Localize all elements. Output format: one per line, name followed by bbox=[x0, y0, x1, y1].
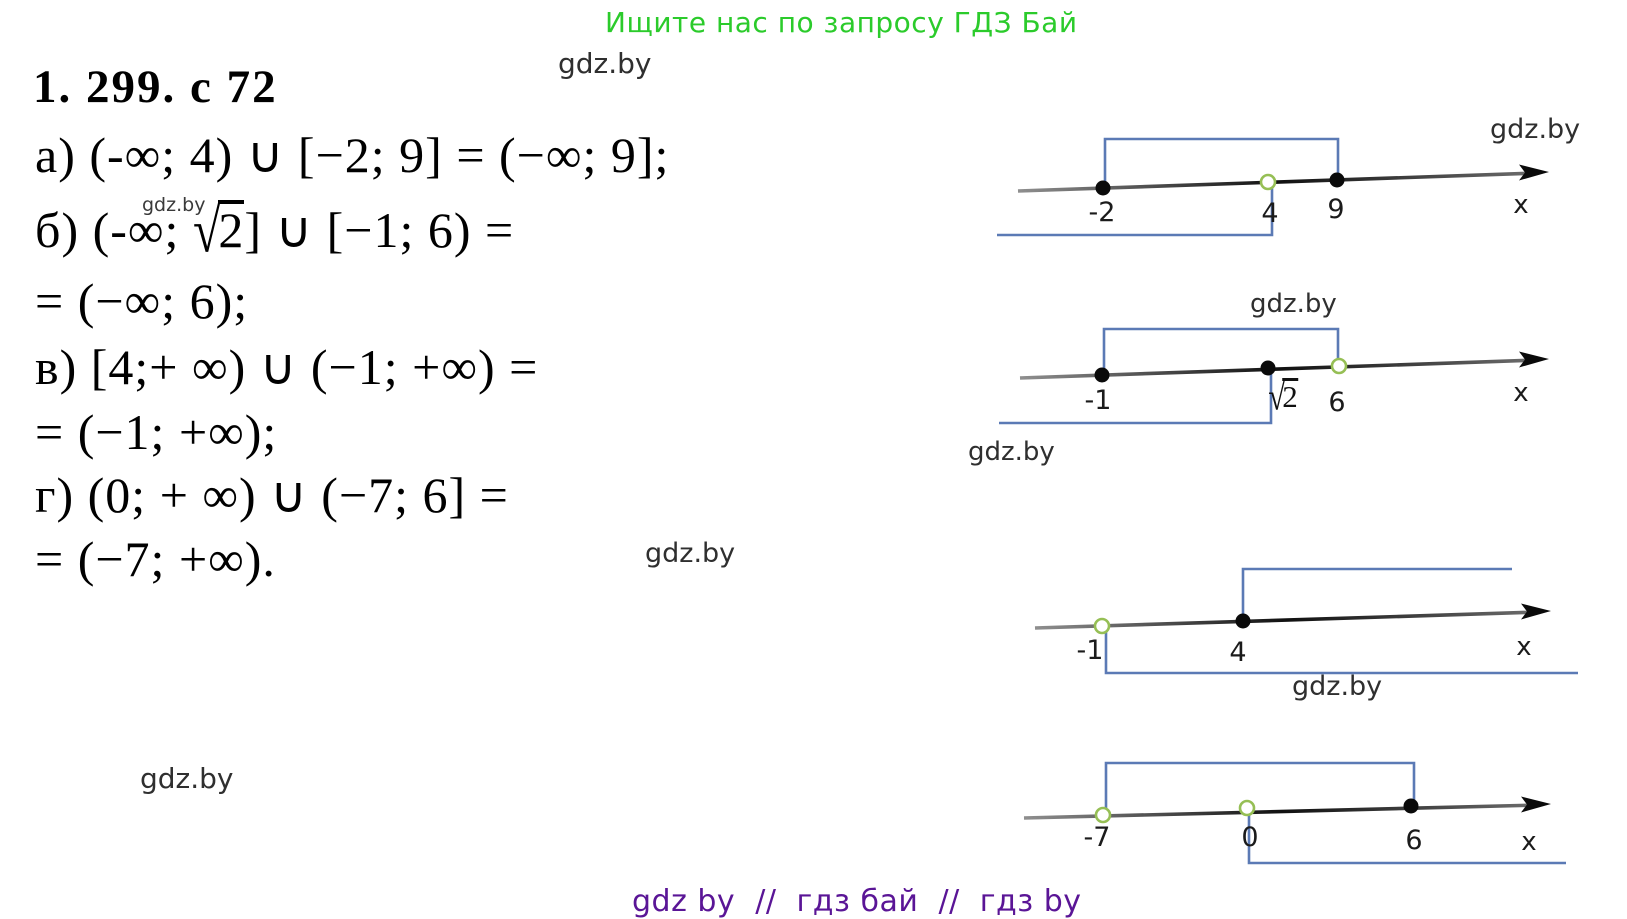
line-b-post: ] ∪ [−1; 6) = bbox=[244, 202, 515, 258]
interval-ray-neg-inf-4 bbox=[997, 184, 1274, 237]
watermark: gdz.by bbox=[140, 762, 234, 795]
solution-line-b: б) (-∞; √2] ∪ [−1; 6) = bbox=[35, 195, 515, 265]
interval-ray-4-inf bbox=[1241, 567, 1512, 620]
tick-label: 4 bbox=[1229, 637, 1247, 668]
tick-label: 6 bbox=[1328, 387, 1346, 418]
tick-label: 9 bbox=[1327, 194, 1345, 225]
watermark: gdz.by bbox=[558, 47, 652, 80]
axis-arrow-icon bbox=[1521, 603, 1551, 620]
open-endpoint-6 bbox=[1330, 357, 1348, 375]
watermark: gdz.by bbox=[645, 538, 736, 569]
axis-x-label: x bbox=[1513, 190, 1529, 220]
solution-line-v: в) [4;+ ∞) ∪ (−1; +∞) = bbox=[35, 339, 539, 395]
tick-label: -7 bbox=[1083, 822, 1111, 853]
watermark: gdz.by bbox=[1490, 114, 1581, 145]
closed-endpoint--2 bbox=[1095, 180, 1111, 196]
diagram-v bbox=[1034, 567, 1578, 675]
radicand: 2 bbox=[1282, 378, 1298, 414]
open-endpoint-4 bbox=[1259, 173, 1277, 191]
watermark: gdz.by bbox=[1250, 289, 1337, 319]
axis-x-label: x bbox=[1516, 632, 1532, 662]
tick-label: -1 bbox=[1076, 635, 1104, 666]
sqrt-radical: √2 bbox=[193, 195, 245, 265]
tick-label: 0 bbox=[1241, 822, 1259, 853]
watermark: gdz.by bbox=[142, 194, 206, 216]
open-endpoint--1 bbox=[1093, 617, 1111, 635]
interval-ray-m1-inf bbox=[1104, 627, 1578, 675]
interval-ray-neg-inf-sqrt2 bbox=[999, 369, 1273, 425]
closed-endpoint-sqrt2 bbox=[1260, 360, 1276, 376]
solution-line-g-result: = (−7; +∞). bbox=[35, 531, 276, 587]
solution-line-g: г) (0; + ∞) ∪ (−7; 6] = bbox=[35, 467, 509, 523]
axis-x-label: x bbox=[1513, 378, 1529, 408]
closed-endpoint-9 bbox=[1329, 172, 1345, 188]
solution-line-v-result: = (−1; +∞); bbox=[35, 404, 278, 460]
closed-endpoint-6 bbox=[1403, 798, 1419, 814]
watermark: gdz.by bbox=[968, 437, 1055, 467]
open-endpoint--7 bbox=[1094, 806, 1112, 824]
closed-endpoint--1 bbox=[1094, 367, 1110, 383]
axis-line bbox=[1034, 610, 1541, 630]
axis-arrow-icon bbox=[1519, 351, 1549, 368]
axis-arrow-icon bbox=[1521, 796, 1551, 813]
footer-links: gdz by // гдз бай // гдз by bbox=[632, 884, 1082, 919]
interval-bracket-m7-6 bbox=[1104, 761, 1416, 813]
tick-label: 4 bbox=[1261, 198, 1279, 229]
interval-bracket-m2-9 bbox=[1103, 137, 1340, 186]
radical-sign-icon: √ bbox=[192, 195, 222, 265]
line-b-pre: б) (-∞; bbox=[35, 202, 193, 258]
watermark: gdz.by bbox=[1292, 671, 1383, 702]
tick-label: -2 bbox=[1088, 197, 1116, 228]
axis-x-label: x bbox=[1521, 827, 1537, 857]
solution-line-b-result: = (−∞; 6); bbox=[35, 273, 249, 329]
axis-line bbox=[1023, 803, 1541, 820]
radicand: 2 bbox=[218, 200, 245, 258]
interval-bracket-m1-6 bbox=[1102, 327, 1340, 374]
tick-label-sqrt2: √2 bbox=[1268, 375, 1298, 418]
exercise-heading: 1. 299. с 72 bbox=[33, 61, 278, 113]
open-endpoint-0 bbox=[1238, 799, 1256, 817]
radical-sign-icon: √ bbox=[1268, 374, 1286, 419]
closed-endpoint-4 bbox=[1235, 613, 1251, 629]
tick-label: 6 bbox=[1405, 825, 1423, 856]
axis-line bbox=[1017, 171, 1539, 193]
axis-arrow-icon bbox=[1519, 164, 1549, 181]
promo-banner: Ищите нас по запросу ГДЗ Бай bbox=[605, 6, 1078, 39]
solution-line-a: а) (-∞; 4) ∪ [−2; 9] = (−∞; 9]; bbox=[35, 127, 670, 183]
tick-label: -1 bbox=[1084, 385, 1112, 416]
